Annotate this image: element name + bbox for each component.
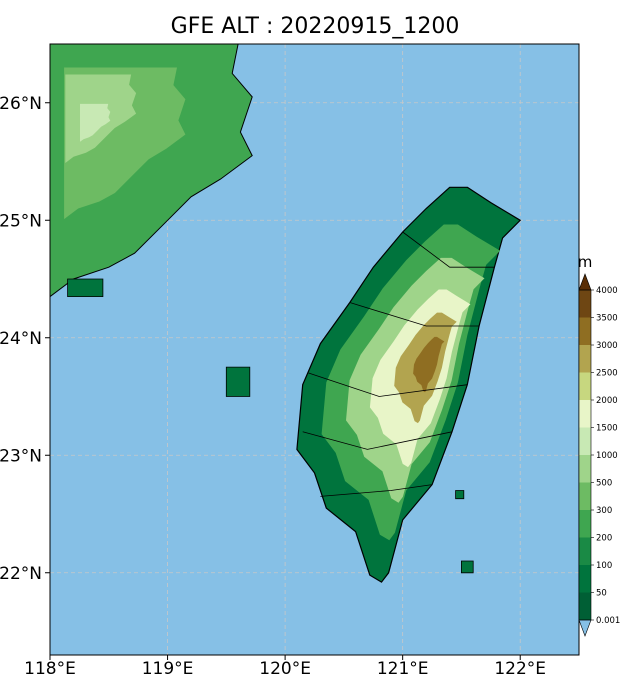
colorbar-label: 4000: [596, 286, 618, 296]
x-axis-ticks: 118°E 119°E 120°E 121°E 122°E: [24, 655, 546, 679]
colorbar-segment: [579, 290, 591, 318]
colorbar-segment: [579, 455, 591, 483]
colorbar-segment: [579, 345, 591, 373]
x-tick-label: 118°E: [24, 659, 76, 679]
colorbar-label: 50: [596, 589, 607, 599]
county-boundary: [349, 302, 480, 327]
colorbar-label: 2000: [596, 396, 618, 406]
colorbar-segment: [579, 565, 591, 593]
county-boundary: [402, 231, 495, 268]
colorbar-segment: [579, 482, 591, 510]
taiwan-elev-3000: [413, 336, 445, 393]
island-penghu: [225, 366, 251, 397]
colorbar-label: 1500: [596, 424, 618, 434]
colorbar-unit: m: [578, 253, 593, 271]
colorbar-over-arrow: [578, 273, 592, 291]
y-tick-label: 26°N: [0, 94, 42, 114]
colorbar-segment: [579, 537, 591, 565]
colorbar-label: 0.001: [596, 616, 620, 626]
colorbar-segment: [579, 592, 591, 620]
colorbar-label: 2500: [596, 369, 618, 379]
colorbar-label: 300: [596, 506, 612, 516]
x-tick-label: 121°E: [377, 659, 429, 679]
colorbar-under-arrow: [578, 619, 592, 637]
colorbar-segment: [579, 510, 591, 538]
colorbar-segment: [579, 427, 591, 455]
map-title: GFE ALT : 20220915_1200: [170, 14, 460, 39]
x-tick-label: 120°E: [259, 659, 311, 679]
island-green-island: [455, 490, 465, 500]
island-kinmen: [67, 278, 104, 298]
x-tick-label: 122°E: [494, 659, 546, 679]
colorbar-label: 500: [596, 479, 612, 489]
colorbar-label: 3000: [596, 341, 618, 351]
colorbar-label: 100: [596, 561, 612, 571]
colorbar-segment: [579, 400, 591, 428]
x-tick-label: 119°E: [142, 659, 194, 679]
land-layer: [50, 44, 522, 583]
colorbar-label: 3500: [596, 314, 618, 324]
y-tick-label: 25°N: [0, 211, 42, 231]
y-tick-label: 23°N: [0, 446, 42, 466]
county-boundary: [320, 484, 433, 497]
county-boundary: [308, 372, 468, 397]
county-boundary: [302, 431, 453, 450]
island-orchid-island: [460, 560, 474, 574]
colorbar: 0.001 50 100 200 300 500 1000 1500 2000 2500 3000 3…: [578, 253, 620, 637]
y-tick-label: 24°N: [0, 329, 42, 349]
y-tick-label: 22°N: [0, 564, 42, 584]
colorbar-label: 200: [596, 534, 612, 544]
colorbar-label: 1000: [596, 451, 618, 461]
y-axis-ticks: 26°N 25°N 24°N 23°N 22°N: [0, 94, 50, 584]
colorbar-segment: [579, 317, 591, 345]
colorbar-segment: [579, 372, 591, 400]
mainland-elev-1000: [80, 103, 111, 142]
